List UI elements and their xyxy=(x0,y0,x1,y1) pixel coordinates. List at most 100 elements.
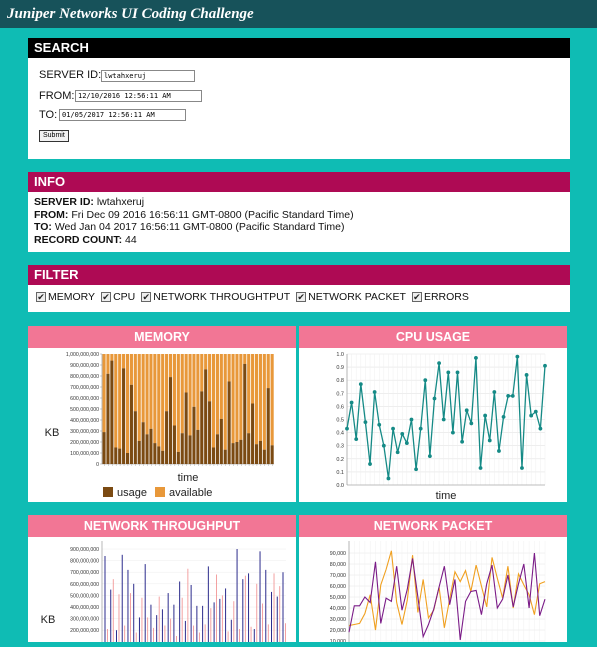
memory-y-tick-label: 300,000,000 xyxy=(70,429,99,435)
cpu-y-tick-label: 0.8 xyxy=(336,378,344,384)
memory-bar-usage xyxy=(204,369,208,464)
packet-series-a xyxy=(348,552,546,640)
cpu-point xyxy=(409,417,414,422)
memory-bar-available xyxy=(165,354,169,412)
throughput-y-tick-label: 600,000,000 xyxy=(70,582,99,588)
cpu-point xyxy=(506,394,511,398)
memory-y-tick-label: 700,000,000 xyxy=(70,385,99,391)
memory-bar-available xyxy=(118,354,122,449)
memory-bar-usage xyxy=(176,451,180,464)
cpu-point xyxy=(533,409,538,414)
memory-bar-available xyxy=(208,354,212,402)
memory-bar-available xyxy=(215,354,219,435)
cpu-y-tick-label: 0.4 xyxy=(336,431,344,437)
server-id-input[interactable] xyxy=(101,70,195,82)
memory-bar-available xyxy=(184,354,188,393)
cpu-point xyxy=(432,396,437,401)
checkbox-errors[interactable]: ✔ xyxy=(411,292,422,302)
cpu-chart-card: CPU USAGE 0.0 0.1 0.2 0.3 0.4 0.5 0.6 0.7 0.8 0.9… xyxy=(299,326,567,502)
memory-bar-usage xyxy=(254,444,259,464)
memory-bar-available xyxy=(172,354,176,426)
cpu-point xyxy=(451,430,455,435)
info-from-row: FROM: Fri Dec 09 2016 16:56:11 GMT-0800 … xyxy=(34,209,564,222)
memory-bar-usage xyxy=(184,392,188,464)
memory-bar-usage xyxy=(200,391,204,464)
packet-y-tick-label: 20,000 xyxy=(330,628,346,634)
cpu-y-tick-label: 0.3 xyxy=(336,444,344,450)
submit-button[interactable]: Submit xyxy=(39,130,69,142)
throughput-y-tick-label: 800,000,000 xyxy=(70,559,99,565)
filter-heading: FILTER xyxy=(28,265,570,285)
cpu-y-tick-label: 0.7 xyxy=(336,391,344,397)
memory-bar-available xyxy=(125,354,130,453)
throughput-chart-card: NETWORK THROUGHPUT 900,000,000 800,000,00… xyxy=(28,515,296,647)
checkbox-network-packet[interactable]: ✔ xyxy=(296,292,307,302)
memory-bar-available xyxy=(106,354,110,374)
memory-bar-usage xyxy=(262,449,266,464)
to-input[interactable] xyxy=(59,109,186,121)
search-heading: SEARCH xyxy=(28,38,570,58)
memory-bar-usage xyxy=(114,447,118,464)
memory-bar-usage xyxy=(161,450,165,464)
from-label: FROM: xyxy=(39,90,75,102)
filter-memory[interactable]: ✔ MEMORY xyxy=(36,291,95,303)
memory-bar-usage xyxy=(145,434,149,464)
memory-bar-usage xyxy=(172,425,176,464)
cpu-point xyxy=(404,441,409,445)
from-input[interactable] xyxy=(75,90,202,102)
memory-bar-available xyxy=(262,354,266,450)
memory-bar-usage xyxy=(106,373,110,464)
memory-bar-available xyxy=(192,354,196,407)
memory-bar-usage xyxy=(165,411,169,464)
cpu-series-line xyxy=(346,356,546,479)
cpu-point xyxy=(427,454,432,459)
app-title: Juniper Networks UI Coding Challenge xyxy=(7,6,254,22)
memory-bar-usage xyxy=(168,377,173,464)
memory-bar-usage xyxy=(208,401,212,464)
filter-cpu[interactable]: ✔ CPU xyxy=(101,291,135,303)
search-panel: SEARCH SERVER ID: FROM: TO: Submit xyxy=(28,38,570,159)
filter-network-throughput[interactable]: ✔ NETWORK THROUGHTPUT xyxy=(141,291,290,303)
memory-bar-available xyxy=(258,354,262,441)
cpu-point xyxy=(414,467,418,472)
filter-network-packet[interactable]: ✔ NETWORK PACKET xyxy=(296,291,406,303)
legend-available-label: available xyxy=(169,487,212,499)
cpu-y-tick-label: 0.2 xyxy=(336,457,344,463)
checkbox-memory[interactable]: ✔ xyxy=(36,292,46,302)
memory-bar-usage xyxy=(141,422,145,464)
throughput-y-tick-label: 700,000,000 xyxy=(70,570,99,576)
memory-bar-usage xyxy=(258,440,262,464)
legend-usage-swatch xyxy=(103,487,113,497)
cpu-point xyxy=(441,417,446,422)
info-heading: INFO xyxy=(28,172,570,192)
server-id-label: SERVER ID: xyxy=(39,69,102,81)
throughput-y-tick-label: 900,000,000 xyxy=(70,547,99,553)
cpu-point xyxy=(358,382,363,387)
app-title-bar: Juniper Networks UI Coding Challenge xyxy=(0,0,597,28)
throughput-chart-title: NETWORK THROUGHPUT xyxy=(28,515,296,537)
packet-chart-card: NETWORK PACKET 90,000 80,000 70,000 60,000 5… xyxy=(299,515,567,647)
memory-bar-available xyxy=(243,354,247,364)
memory-bar-usage xyxy=(157,446,161,464)
memory-y-tick-label: 1,000,000,000 xyxy=(66,352,99,358)
memory-bar-available xyxy=(157,354,161,447)
filter-errors[interactable]: ✔ ERRORS xyxy=(411,291,469,303)
memory-bar-usage xyxy=(129,384,133,464)
memory-bar-available xyxy=(254,354,259,445)
checkbox-cpu[interactable]: ✔ xyxy=(101,292,112,302)
cpu-point xyxy=(529,413,534,418)
memory-bar-available xyxy=(145,354,149,435)
cpu-point xyxy=(520,466,524,470)
memory-bar-available xyxy=(270,354,274,446)
memory-bar-available xyxy=(247,354,251,434)
cpu-point xyxy=(349,400,354,405)
filter-network-throughput-label: NETWORK THROUGHTPUT xyxy=(153,291,291,303)
cpu-point xyxy=(543,363,547,368)
checkbox-network-throughput[interactable]: ✔ xyxy=(141,292,152,302)
memory-y-tick-label: 500,000,000 xyxy=(70,407,99,413)
throughput-chart: 900,000,000 800,000,000 700,000,000 600,000… xyxy=(41,541,286,647)
memory-y-tick-label: 400,000,000 xyxy=(70,418,99,424)
memory-bar-usage xyxy=(219,418,223,464)
cpu-point xyxy=(464,408,469,413)
memory-bar-usage xyxy=(192,406,196,464)
